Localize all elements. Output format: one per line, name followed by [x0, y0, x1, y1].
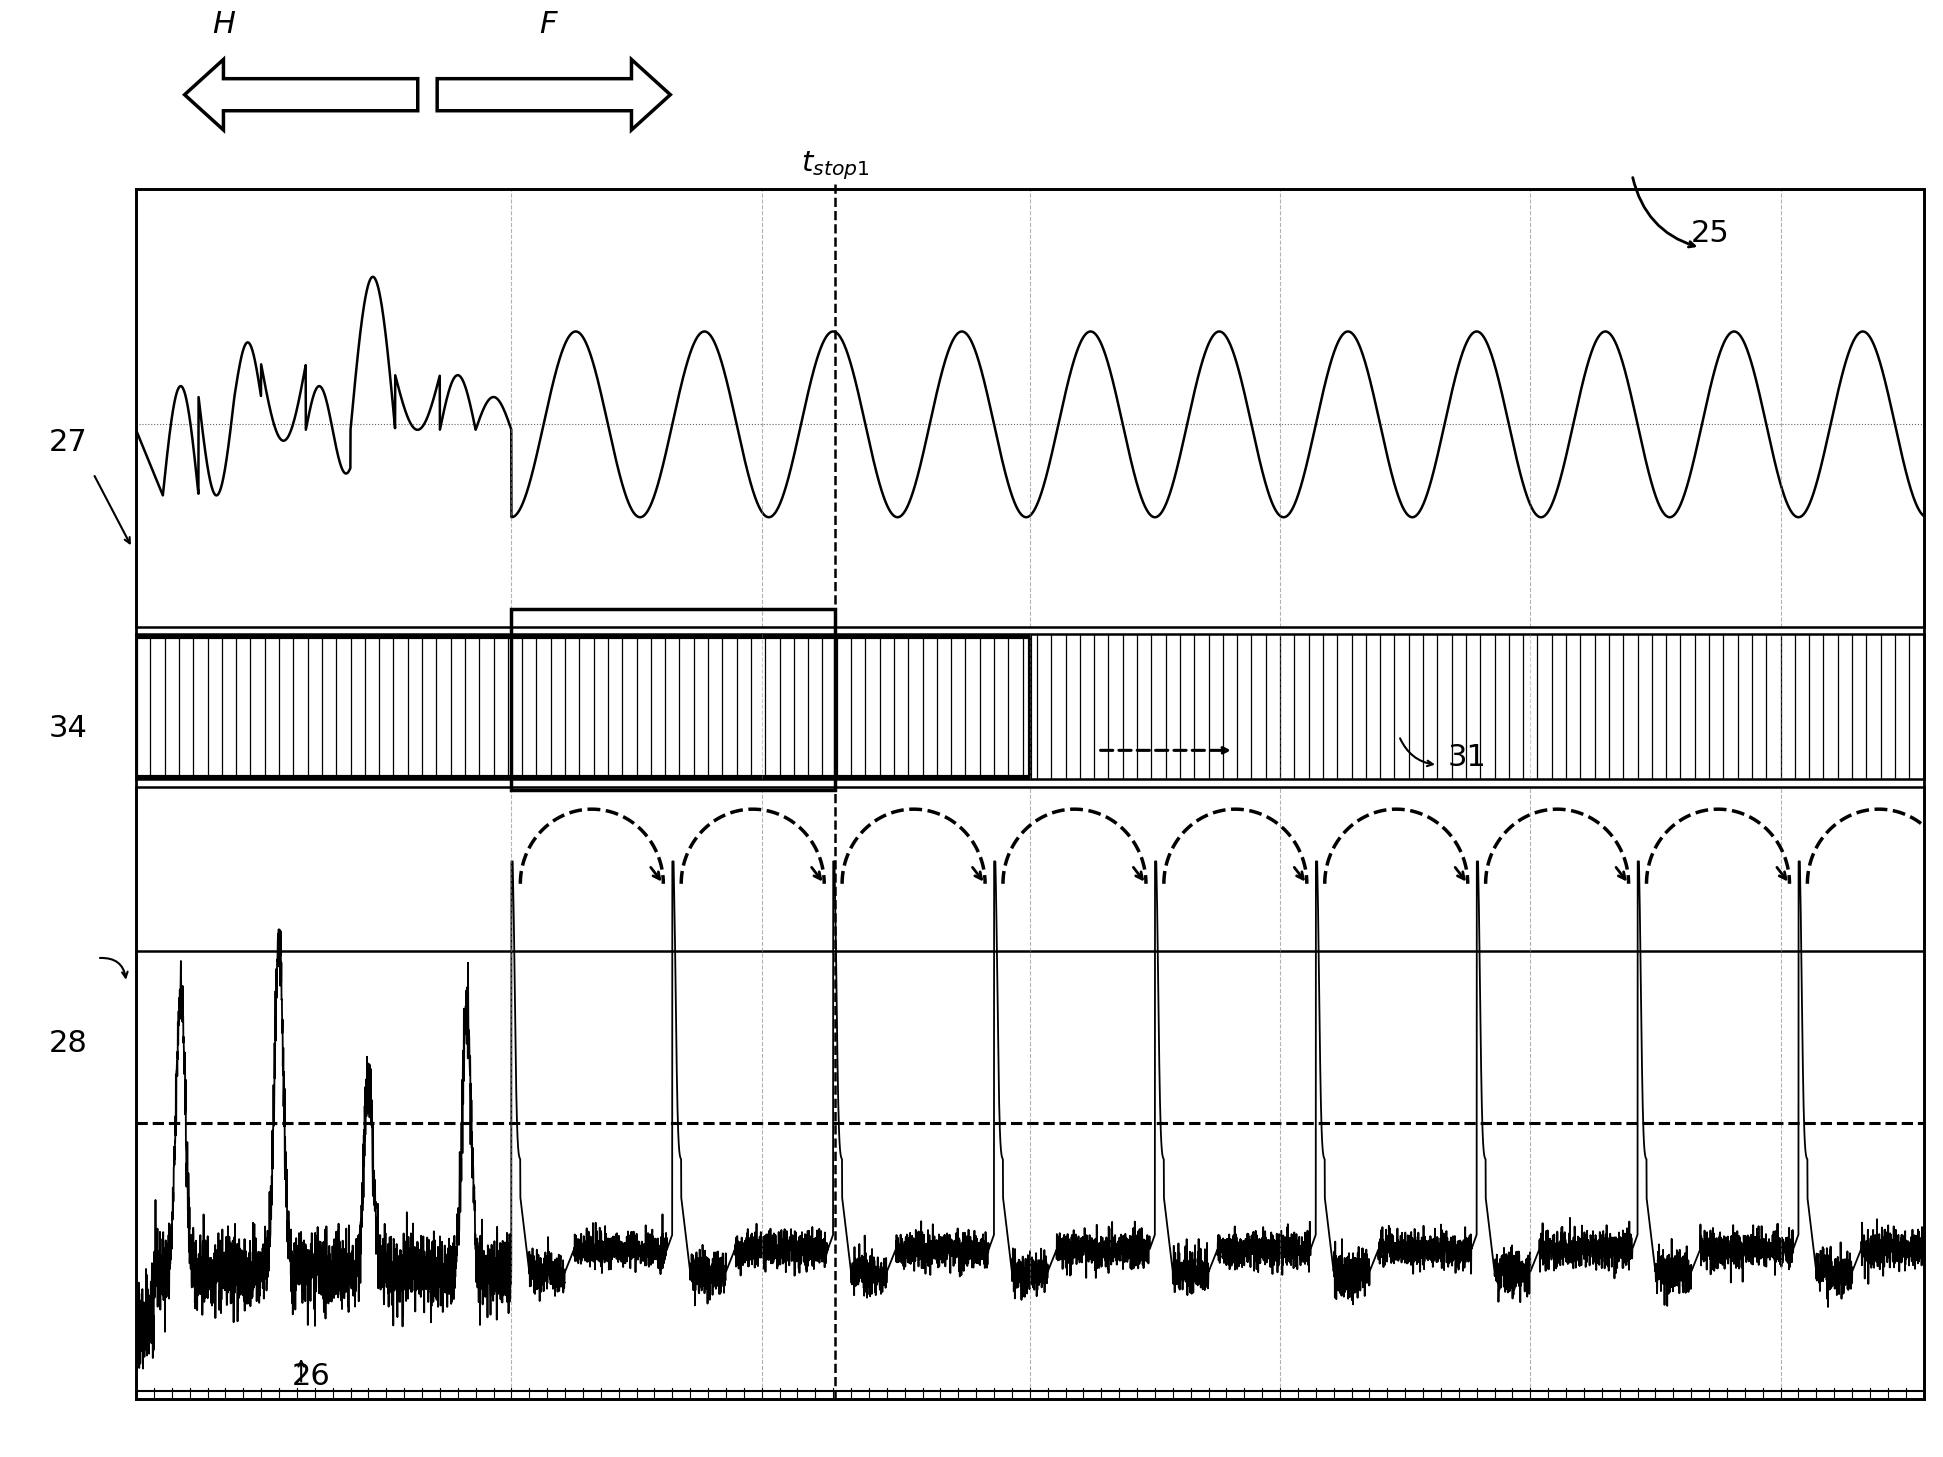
Polygon shape: [185, 60, 418, 130]
Text: 28: 28: [49, 1029, 87, 1058]
Text: F: F: [538, 10, 558, 39]
Text: 27: 27: [49, 428, 87, 457]
Text: $t_{stop1}$: $t_{stop1}$: [801, 150, 870, 182]
Text: 31: 31: [1448, 743, 1486, 772]
Bar: [136, 637, 1030, 777]
Polygon shape: [437, 60, 670, 130]
Text: 25: 25: [1690, 219, 1729, 248]
Text: 26: 26: [291, 1362, 330, 1391]
Text: H: H: [212, 10, 235, 39]
Bar: [511, 609, 835, 790]
Text: 34: 34: [49, 714, 87, 743]
Bar: [136, 189, 1924, 1399]
